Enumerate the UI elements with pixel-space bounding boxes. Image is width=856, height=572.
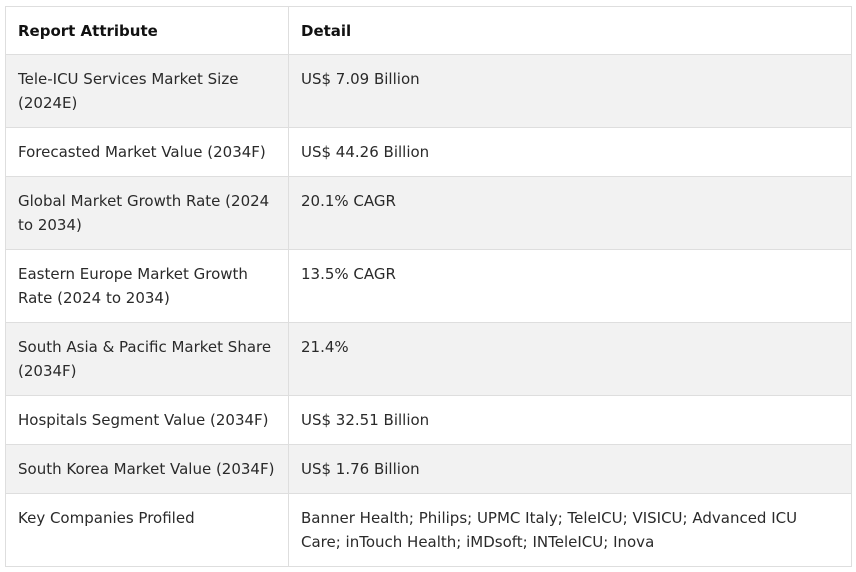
table-header: Report Attribute Detail	[5, 6, 852, 55]
header-report-attribute: Report Attribute	[5, 6, 289, 55]
table-body: Tele-ICU Services Market Size (2024E) US…	[5, 54, 852, 567]
detail-cell: 13.5% CAGR	[288, 249, 852, 323]
detail-cell: 20.1% CAGR	[288, 176, 852, 250]
table-row: South Korea Market Value (2034F) US$ 1.7…	[5, 444, 852, 494]
detail-cell: 21.4%	[288, 322, 852, 396]
attribute-cell: Forecasted Market Value (2034F)	[5, 127, 289, 177]
detail-cell: US$ 32.51 Billion	[288, 395, 852, 445]
table-row: Global Market Growth Rate (2024 to 2034)…	[5, 176, 852, 250]
report-attributes-table: Report Attribute Detail Tele-ICU Service…	[5, 6, 852, 567]
table-row: Forecasted Market Value (2034F) US$ 44.2…	[5, 127, 852, 177]
attribute-cell: South Korea Market Value (2034F)	[5, 444, 289, 494]
detail-cell: US$ 7.09 Billion	[288, 54, 852, 128]
detail-cell: US$ 44.26 Billion	[288, 127, 852, 177]
attribute-cell: Eastern Europe Market Growth Rate (2024 …	[5, 249, 289, 323]
detail-cell: US$ 1.76 Billion	[288, 444, 852, 494]
attribute-cell: Tele-ICU Services Market Size (2024E)	[5, 54, 289, 128]
attribute-cell: South Asia & Pacific Market Share (2034F…	[5, 322, 289, 396]
attribute-cell: Global Market Growth Rate (2024 to 2034)	[5, 176, 289, 250]
table-row: South Asia & Pacific Market Share (2034F…	[5, 322, 852, 396]
table-row: Tele-ICU Services Market Size (2024E) US…	[5, 54, 852, 128]
detail-cell: Banner Health; Philips; UPMC Italy; Tele…	[288, 493, 852, 567]
table-row: Key Companies Profiled Banner Health; Ph…	[5, 493, 852, 567]
header-detail: Detail	[288, 6, 852, 55]
header-row: Report Attribute Detail	[5, 6, 852, 55]
attribute-cell: Hospitals Segment Value (2034F)	[5, 395, 289, 445]
table-row: Eastern Europe Market Growth Rate (2024 …	[5, 249, 852, 323]
table-row: Hospitals Segment Value (2034F) US$ 32.5…	[5, 395, 852, 445]
attribute-cell: Key Companies Profiled	[5, 493, 289, 567]
